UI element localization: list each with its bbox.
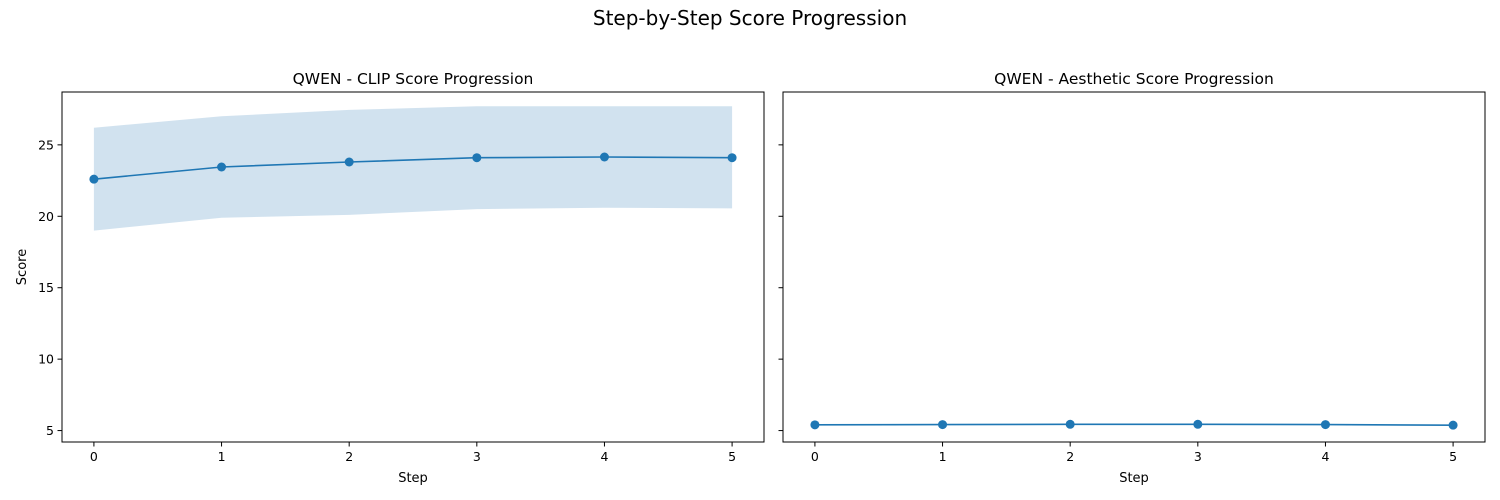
x-tick-label: 1: [939, 449, 947, 464]
x-tick-label: 4: [600, 449, 608, 464]
plot-frame: [782, 91, 1486, 443]
y-tick-label: 10: [38, 352, 54, 367]
series-line: [93, 156, 733, 180]
x-tick-label: 3: [473, 449, 481, 464]
y-tick-label: 5: [46, 423, 54, 438]
x-tick-label: 3: [1194, 449, 1202, 464]
data-point: [810, 420, 820, 430]
data-point: [472, 153, 482, 163]
x-tick-label: 2: [1066, 449, 1074, 464]
x-ticks: 0 1 2 3 4 5: [811, 442, 1457, 464]
figure-title: Step-by-Step Score Progression: [592, 6, 908, 30]
y-axis-label: Score: [15, 249, 30, 285]
x-tick-label: 0: [90, 449, 98, 464]
data-point: [1320, 420, 1330, 430]
data-point: [938, 420, 948, 430]
series-line: [814, 423, 1454, 426]
series-line-layer: [93, 156, 733, 180]
x-tick-label: 1: [218, 449, 226, 464]
data-point: [727, 153, 737, 163]
std-band-layer: [93, 106, 733, 231]
x-tick-label: 5: [728, 449, 736, 464]
y-tick-label: 15: [38, 280, 54, 295]
x-tick-label: 2: [345, 449, 353, 464]
x-tick-label: 0: [811, 449, 819, 464]
data-point: [89, 174, 99, 184]
x-tick-label: 5: [1449, 449, 1457, 464]
y-tick-label: 20: [38, 209, 54, 224]
x-ticks: 0 1 2 3 4 5: [90, 442, 736, 464]
x-axis-label: Step: [398, 471, 428, 486]
data-point: [344, 157, 354, 167]
data-point: [1448, 420, 1458, 430]
std-band: [93, 106, 733, 231]
panel-clip: QWEN - CLIP Score Progression 0 1 2 3 4 5 5 10…: [15, 70, 765, 486]
panel-title: QWEN - CLIP Score Progression: [293, 70, 534, 88]
data-point: [1193, 419, 1203, 429]
series-points-layer: [89, 152, 737, 184]
y-ticks: [778, 144, 783, 432]
plot-frame: [61, 91, 765, 443]
data-point: [217, 162, 227, 172]
x-axis-label: Step: [1119, 471, 1149, 486]
panel-aesthetic: QWEN - Aesthetic Score Progression 0 1 2 3 4…: [778, 70, 1486, 486]
y-ticks: 5 10 15 20 25: [38, 137, 62, 438]
series-line-layer: [814, 423, 1454, 426]
data-point: [599, 152, 609, 162]
data-point: [1065, 419, 1075, 429]
x-tick-label: 4: [1321, 449, 1329, 464]
y-tick-label: 25: [38, 137, 54, 152]
series-points-layer: [810, 419, 1458, 430]
panel-title: QWEN - Aesthetic Score Progression: [994, 70, 1274, 88]
